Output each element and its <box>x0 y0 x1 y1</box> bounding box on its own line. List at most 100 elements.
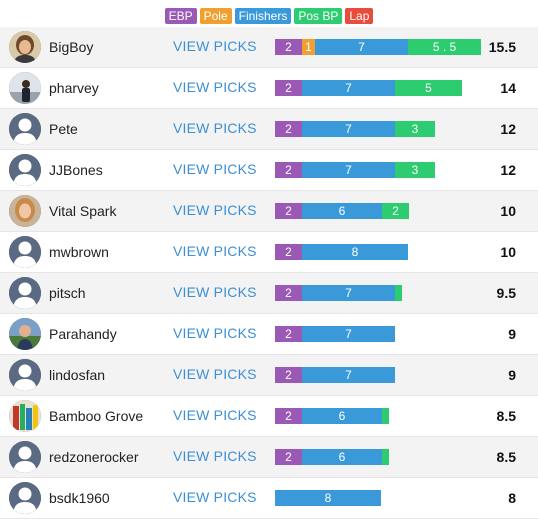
points-bar: 8 <box>275 490 381 506</box>
bar-segment-fin: 7 <box>315 39 408 55</box>
view-picks-link[interactable]: VIEW PICKS <box>173 243 257 259</box>
view-picks-link[interactable]: VIEW PICKS <box>173 202 257 218</box>
bar-segment-pos: 5 . 5 <box>408 39 481 55</box>
view-picks-link[interactable]: VIEW PICKS <box>173 489 257 505</box>
total-score: 12 <box>500 121 516 137</box>
leaderboard-row: redzonerocker VIEW PICKS 2 6 8.5 <box>0 437 538 478</box>
view-picks-link[interactable]: VIEW PICKS <box>173 448 257 464</box>
player-name: JJBones <box>49 162 103 178</box>
avatar <box>9 318 41 350</box>
player-name: Bamboo Grove <box>49 408 144 424</box>
default-user-icon <box>9 154 41 186</box>
bar-segment-ebp: 2 <box>275 449 302 465</box>
leaderboard-row: Bamboo Grove VIEW PICKS 2 6 8.5 <box>0 396 538 437</box>
total-score: 14 <box>500 80 516 96</box>
bar-segment-ebp: 2 <box>275 121 302 137</box>
player-name: BigBoy <box>49 39 94 55</box>
bar-segment-ebp: 2 <box>275 244 302 260</box>
bar-segment-ebp: 2 <box>275 162 302 178</box>
total-score: 8.5 <box>496 408 516 424</box>
total-score: 15.5 <box>488 39 516 55</box>
total-score: 8 <box>508 490 516 506</box>
bar-segment-pos: 2 <box>382 203 409 219</box>
bar-segment-pos <box>395 285 402 301</box>
view-picks-link[interactable]: VIEW PICKS <box>173 284 257 300</box>
total-score: 12 <box>500 162 516 178</box>
bar-segment-ebp: 2 <box>275 326 302 342</box>
avatar <box>9 400 41 432</box>
legend-pole: Pole <box>199 8 232 24</box>
view-picks-link[interactable]: VIEW PICKS <box>173 79 257 95</box>
bar-segment-pole: 1 <box>302 39 315 55</box>
total-score: 9 <box>508 367 516 383</box>
total-score: 9.5 <box>496 285 516 301</box>
player-name: Pete <box>49 121 78 137</box>
player-name: Parahandy <box>49 326 117 342</box>
bar-segment-fin: 6 <box>302 203 382 219</box>
avatar <box>9 31 41 63</box>
bar-segment-fin: 7 <box>302 367 395 383</box>
default-user-icon <box>9 482 41 514</box>
view-picks-link[interactable]: VIEW PICKS <box>173 325 257 341</box>
view-picks-link[interactable]: VIEW PICKS <box>173 366 257 382</box>
bar-segment-ebp: 2 <box>275 203 302 219</box>
legend-finishers: Finishers <box>234 8 292 24</box>
avatar <box>9 72 41 104</box>
default-user-icon <box>9 359 41 391</box>
leaderboard-list: BigBoy VIEW PICKS 2 1 7 5 . 5 15.5 pharvey VIEW … <box>0 27 538 519</box>
bar-segment-fin: 8 <box>302 244 408 260</box>
default-user-icon <box>9 277 41 309</box>
bar-segment-fin: 7 <box>302 326 395 342</box>
view-picks-link[interactable]: VIEW PICKS <box>173 161 257 177</box>
player-name: bsdk1960 <box>49 490 110 506</box>
bar-segment-ebp: 2 <box>275 367 302 383</box>
bar-segment-fin: 6 <box>302 449 382 465</box>
player-name: pharvey <box>49 80 99 96</box>
default-user-icon <box>9 236 41 268</box>
bar-segment-ebp: 2 <box>275 80 302 96</box>
total-score: 10 <box>500 203 516 219</box>
bar-segment-ebp: 2 <box>275 408 302 424</box>
player-name: lindosfan <box>49 367 106 383</box>
bar-segment-ebp: 2 <box>275 39 302 55</box>
leaderboard-row: Pete VIEW PICKS 2 7 3 12 <box>0 109 538 150</box>
bar-segment-pos: 3 <box>395 121 435 137</box>
player-name: pitsch <box>49 285 86 301</box>
bar-segment-fin: 7 <box>302 80 395 96</box>
bar-segment-pos <box>382 408 389 424</box>
total-score: 9 <box>508 326 516 342</box>
player-name: redzonerocker <box>49 449 139 465</box>
legend-ebp: EBP <box>164 8 197 24</box>
view-picks-link[interactable]: VIEW PICKS <box>173 120 257 136</box>
bar-segment-pos: 5 <box>395 80 462 96</box>
bar-segment-pos: 3 <box>395 162 435 178</box>
bar-segment-fin: 8 <box>275 490 381 506</box>
default-user-icon <box>9 113 41 145</box>
leaderboard-row: Vital Spark VIEW PICKS 2 6 2 10 <box>0 191 538 232</box>
total-score: 10 <box>500 244 516 260</box>
leaderboard-row: Parahandy VIEW PICKS 2 7 9 <box>0 314 538 355</box>
bar-segment-fin: 7 <box>302 162 395 178</box>
bar-segment-ebp: 2 <box>275 285 302 301</box>
leaderboard-row: mwbrown VIEW PICKS 2 8 10 <box>0 232 538 273</box>
leaderboard-row: BigBoy VIEW PICKS 2 1 7 5 . 5 15.5 <box>0 27 538 68</box>
total-score: 8.5 <box>496 449 516 465</box>
leaderboard-row: pitsch VIEW PICKS 2 7 9.5 <box>0 273 538 314</box>
bar-segment-fin: 6 <box>302 408 382 424</box>
default-user-icon <box>9 441 41 473</box>
view-picks-link[interactable]: VIEW PICKS <box>173 407 257 423</box>
points-legend: EBP Pole Finishers Pos BP Lap <box>0 6 538 26</box>
legend-lap: Lap <box>345 8 374 24</box>
player-name: mwbrown <box>49 244 109 260</box>
view-picks-link[interactable]: VIEW PICKS <box>173 38 257 54</box>
player-name: Vital Spark <box>49 203 117 219</box>
